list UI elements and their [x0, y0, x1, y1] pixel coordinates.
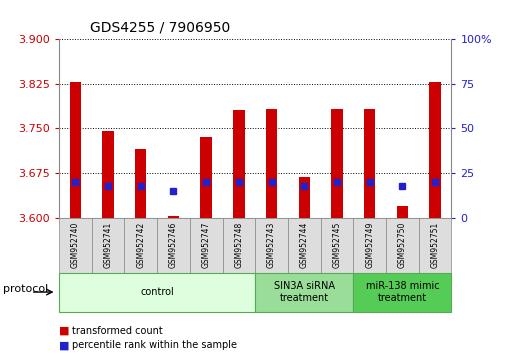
Text: GSM952751: GSM952751 [430, 222, 440, 268]
Text: GSM952747: GSM952747 [202, 222, 211, 268]
Text: GSM952743: GSM952743 [267, 222, 276, 268]
Text: GSM952746: GSM952746 [169, 222, 178, 268]
Text: ■: ■ [59, 326, 69, 336]
Text: GSM952742: GSM952742 [136, 222, 145, 268]
Bar [201, 137, 212, 218]
Bar [168, 216, 179, 218]
Text: ■: ■ [59, 340, 69, 350]
Bar [102, 131, 114, 218]
Text: GSM952744: GSM952744 [300, 222, 309, 268]
Bar [135, 149, 147, 218]
Bar [70, 82, 81, 218]
Text: protocol: protocol [3, 284, 48, 293]
Bar [331, 109, 343, 218]
Bar [429, 82, 441, 218]
Text: GDS4255 / 7906950: GDS4255 / 7906950 [90, 21, 231, 35]
Text: miR-138 mimic
treatment: miR-138 mimic treatment [366, 281, 439, 303]
Text: GSM952740: GSM952740 [71, 222, 80, 268]
Text: GSM952750: GSM952750 [398, 222, 407, 268]
Bar [233, 110, 245, 218]
Text: SIN3A siRNA
treatment: SIN3A siRNA treatment [274, 281, 335, 303]
Bar [397, 206, 408, 218]
Bar [364, 109, 376, 218]
Text: GSM952748: GSM952748 [234, 222, 243, 268]
Bar [299, 177, 310, 218]
Text: GSM952741: GSM952741 [104, 222, 112, 268]
Text: percentile rank within the sample: percentile rank within the sample [72, 340, 237, 350]
Text: GSM952749: GSM952749 [365, 222, 374, 268]
Bar [266, 109, 278, 218]
Text: transformed count: transformed count [72, 326, 163, 336]
Text: control: control [140, 287, 174, 297]
Text: GSM952745: GSM952745 [332, 222, 342, 268]
